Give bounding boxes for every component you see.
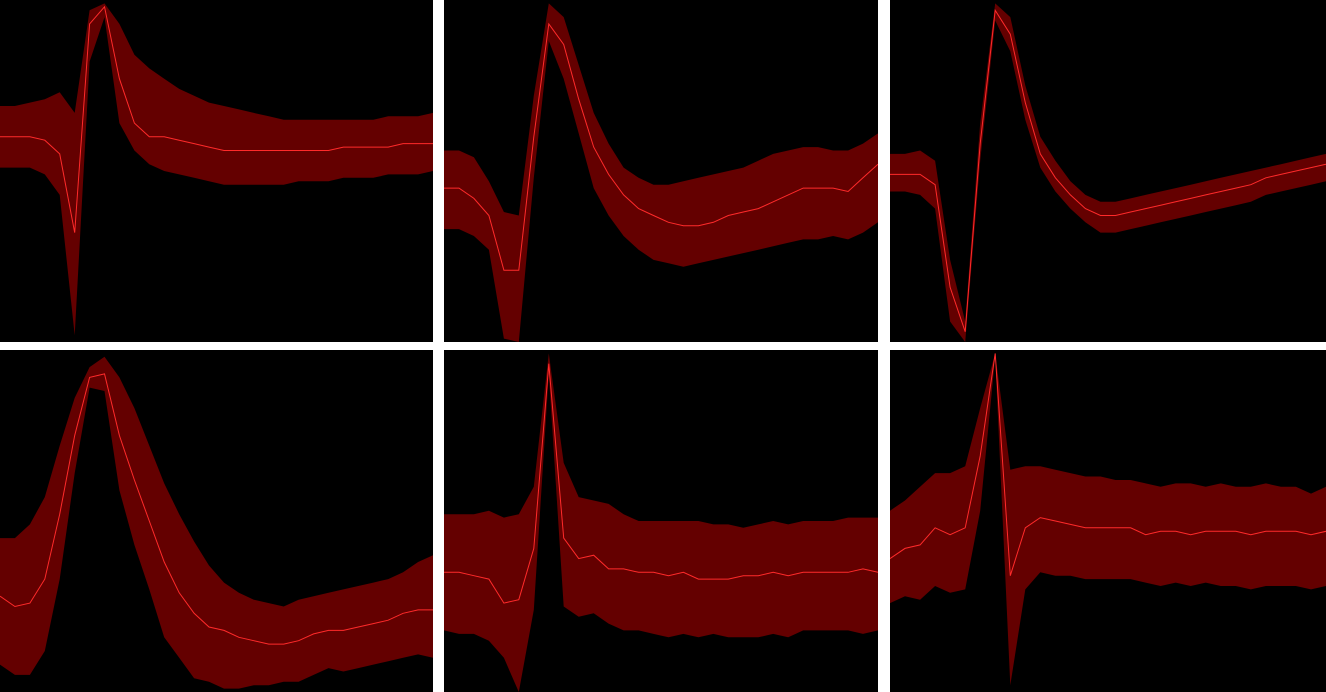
std-band xyxy=(444,353,878,692)
waveform-panel-4 xyxy=(0,350,433,692)
mean-line xyxy=(444,22,878,271)
waveform-plot xyxy=(444,353,878,692)
waveform-plot xyxy=(890,3,1326,342)
waveform-panel-2 xyxy=(444,0,878,342)
waveform-panel-1 xyxy=(0,0,433,342)
waveform-plot xyxy=(0,356,433,689)
waveform-plot xyxy=(444,3,878,342)
waveform-plot xyxy=(0,3,433,336)
waveform-panel-6 xyxy=(890,350,1326,692)
mean-line xyxy=(890,353,1326,576)
mean-line xyxy=(0,373,433,645)
mean-line xyxy=(0,5,433,233)
std-band xyxy=(0,3,433,336)
std-band xyxy=(0,356,433,689)
std-band xyxy=(444,3,878,342)
std-band xyxy=(890,3,1326,342)
mean-line xyxy=(890,8,1326,332)
waveform-panel-5 xyxy=(444,350,878,692)
waveform-panel-3 xyxy=(890,0,1326,342)
mean-line xyxy=(444,363,878,604)
waveform-plot xyxy=(890,353,1326,686)
std-band xyxy=(890,353,1326,686)
